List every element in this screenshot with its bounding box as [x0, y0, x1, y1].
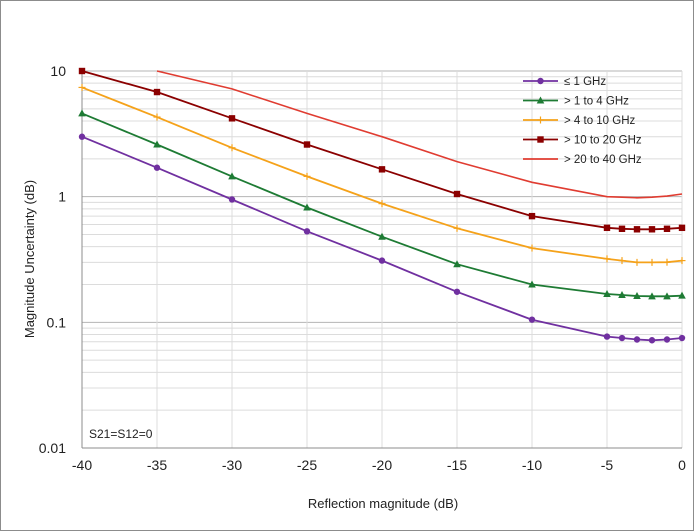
legend-entry: ≤ 1 GHz: [523, 76, 606, 88]
y-axis-label: Magnitude Uncertainty (dB): [22, 180, 37, 338]
data-point: [663, 336, 671, 343]
data-point: [648, 258, 656, 266]
data-point: [78, 67, 86, 75]
x-tick-label: -30: [222, 457, 242, 473]
legend-label: > 1 to 4 GHz: [564, 96, 629, 108]
series-line: [156, 70, 683, 199]
data-point: [633, 258, 641, 266]
data-point: [633, 292, 641, 300]
data-point: [618, 257, 626, 265]
data-point: [663, 225, 671, 233]
legend-marker: [537, 136, 544, 143]
data-point: [663, 258, 671, 266]
data-point: [663, 292, 671, 300]
data-point: [378, 200, 386, 208]
annotation-label: S21=S12=0: [89, 427, 153, 441]
y-tick-label: 0.01: [39, 440, 66, 456]
data-point: [618, 225, 626, 233]
legend-label: > 10 to 20 GHz: [564, 135, 642, 147]
x-tick-label: 0: [678, 457, 686, 473]
data-point: [603, 290, 611, 298]
data-point: [603, 224, 611, 232]
data-point: [528, 212, 536, 220]
data-point: [228, 172, 236, 180]
data-point: [453, 224, 461, 232]
x-tick-label: -10: [522, 457, 542, 473]
legend-marker: [536, 96, 545, 104]
data-point: [453, 288, 461, 295]
data-point: [528, 280, 536, 288]
data-point: [78, 133, 86, 140]
data-point: [648, 292, 656, 300]
data-point: [633, 226, 641, 233]
tick-labels: -40 -35 -30 -25 -20 -15 -10 -5 0 10 1 0.1 0.01: [39, 63, 686, 473]
x-tick-label: -15: [447, 457, 467, 473]
data-point: [678, 257, 686, 265]
data-point: [618, 334, 626, 342]
data-point: [678, 291, 686, 299]
series-0: [78, 133, 686, 344]
data-point: [633, 336, 641, 343]
series-1: [78, 109, 686, 300]
series-2: [78, 83, 686, 266]
data-point: [453, 260, 461, 268]
x-tick-label: -5: [601, 457, 614, 473]
x-tick-label: -20: [372, 457, 392, 473]
legend-entry: > 20 to 40 GHz: [523, 154, 642, 166]
data-point: [303, 172, 311, 180]
data-point: [153, 113, 161, 121]
data-point: [378, 166, 386, 173]
series-group: [78, 67, 686, 344]
data-point: [153, 140, 161, 148]
legend-entry: > 10 to 20 GHz: [523, 135, 642, 147]
data-point: [153, 164, 161, 171]
legend-label: > 4 to 10 GHz: [564, 115, 636, 127]
data-point: [378, 257, 386, 264]
data-point: [603, 333, 611, 340]
legend-marker: [537, 77, 544, 85]
data-point: [603, 255, 611, 263]
data-point: [228, 196, 236, 203]
y-tick-label: 0.1: [47, 314, 67, 330]
data-point: [303, 203, 311, 211]
x-axis-label: Reflection magnitude (dB): [308, 496, 458, 511]
y-tick-label: 1: [58, 189, 66, 205]
x-tick-label: -35: [147, 457, 167, 473]
data-point: [648, 226, 656, 233]
data-point: [648, 337, 656, 344]
series-3: [78, 67, 686, 233]
data-point: [153, 88, 161, 96]
data-point: [618, 291, 626, 299]
data-point: [678, 334, 686, 342]
y-tick-label: 10: [50, 63, 66, 79]
data-point: [228, 115, 236, 122]
data-point: [378, 232, 386, 240]
data-point: [528, 316, 536, 323]
series-4: [156, 70, 683, 199]
x-tick-label: -40: [72, 457, 92, 473]
data-point: [228, 144, 236, 152]
data-point: [303, 141, 311, 148]
legend: ≤ 1 GHz > 1 to 4 GHz > 4 to 10 GHz > 10 to …: [523, 76, 642, 166]
data-point: [678, 224, 686, 232]
legend-marker: [537, 116, 544, 124]
legend-label: > 20 to 40 GHz: [564, 154, 642, 166]
legend-label: ≤ 1 GHz: [564, 76, 606, 88]
data-point: [78, 83, 86, 91]
legend-entry: > 4 to 10 GHz: [523, 115, 636, 127]
data-point: [453, 190, 461, 198]
x-tick-label: -25: [297, 457, 317, 473]
data-point: [78, 109, 86, 117]
data-point: [528, 244, 536, 252]
legend-entry: > 1 to 4 GHz: [523, 96, 629, 108]
data-point: [303, 228, 311, 235]
